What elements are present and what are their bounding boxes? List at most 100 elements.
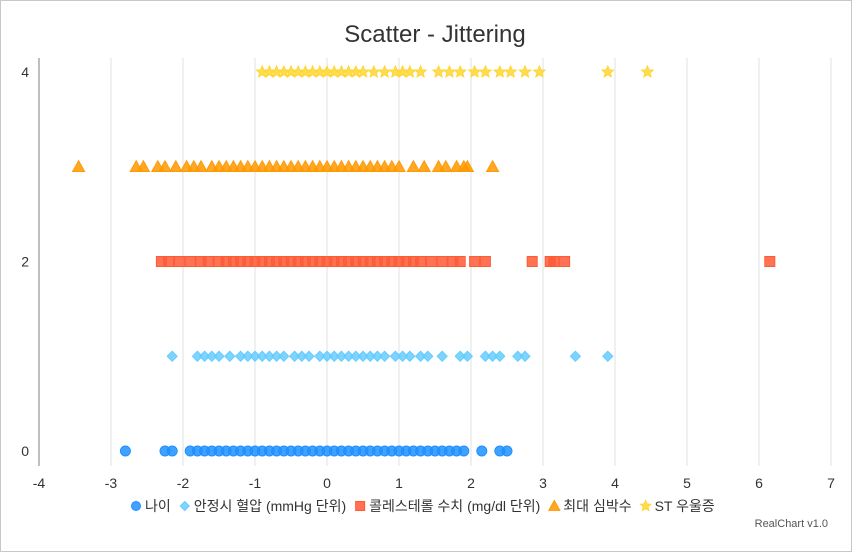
legend-label[interactable]: 안정시 혈압 (mmHg 단위) [194,498,346,514]
data-point [640,64,655,78]
legend-item[interactable]: 콜레스테롤 수치 (mg/dl 단위) [355,498,541,514]
data-point [119,445,131,457]
y-tick-label: 0 [21,443,29,459]
legend[interactable]: 나이 안정시 혈압 (mmHg 단위) 콜레스테롤 수치 (mg/dl 단위) 최대 … [131,498,715,514]
data-point [213,350,225,362]
data-point [436,350,448,362]
data-point [479,256,491,267]
legend-item[interactable]: 나이 [131,498,171,514]
data-point [406,159,421,173]
series-star [255,64,655,78]
data-point [453,64,468,78]
data-point [158,159,172,173]
legend-label[interactable]: 콜레스테롤 수치 (mg/dl 단위) [369,498,540,514]
legend-marker-icon [131,501,141,511]
data-point [392,159,406,173]
data-point [764,256,776,267]
data-point [559,256,571,267]
y-tick-label: 2 [21,254,29,270]
legend-label[interactable]: 최대 심박수 [563,498,631,514]
credit-text: RealChart v1.0 [755,518,828,530]
x-tick-label: 1 [395,475,403,491]
x-tick-label: 3 [539,475,547,491]
data-point [377,64,392,78]
data-point [202,256,214,267]
data-point [278,350,290,362]
data-point [378,350,391,362]
x-tick-label: 6 [755,475,763,491]
data-point [303,350,315,362]
x-tick-label: 2 [467,475,475,491]
x-tick-label: -3 [105,475,118,491]
data-point [494,350,506,362]
data-point [532,64,547,78]
data-point [458,445,470,457]
data-point [166,350,178,362]
legend-marker-icon [355,501,366,511]
data-point [519,350,531,362]
data-point [224,350,236,362]
data-point [425,256,437,267]
data-point [404,350,416,362]
data-point [422,350,434,362]
x-tick-label: 4 [611,475,619,491]
legend-marker-icon [639,499,653,512]
legend-label[interactable]: ST 우울증 [655,498,715,514]
data-point [436,256,448,267]
data-point [503,64,518,78]
data-point [431,64,446,78]
data-point [454,256,466,267]
x-tick-label: 7 [827,475,835,491]
data-point [569,350,582,362]
data-point [136,159,151,173]
x-tick-label: 5 [683,475,691,491]
data-point [548,256,560,267]
data-point [492,64,507,78]
data-point [417,159,432,173]
data-point [413,64,428,78]
x-tick-label: -2 [177,475,190,491]
data-point [461,350,474,362]
data-point [460,159,475,173]
legend-marker-icon [547,499,561,511]
x-tick-label: 0 [323,475,331,491]
legend-label[interactable]: 나이 [145,498,171,514]
data-point [366,64,381,78]
data-point [163,256,175,267]
x-tick-label: -4 [33,475,46,491]
data-marks [71,64,776,457]
x-tick-label: -1 [249,475,262,491]
data-point [476,445,488,457]
data-point [173,256,185,267]
data-point [194,159,208,173]
data-point [600,64,615,78]
data-point [501,445,513,457]
series-triangle [71,159,500,173]
legend-item[interactable]: 안정시 혈압 (mmHg 단위) [179,498,346,514]
data-point [602,350,614,362]
y-tick-label: 4 [21,64,29,80]
series-diamond [166,350,614,362]
axes: -4 -3 -2 -1 0 1 2 3 4 5 6 7 0 2 4 [21,58,835,491]
data-point [166,445,178,457]
data-point [438,159,453,173]
legend-marker-icon [179,500,190,512]
data-point [485,159,500,173]
grid-lines [110,58,832,466]
chart-title: Scatter - Jittering [344,21,525,48]
series-square [155,256,776,267]
legend-item[interactable]: 최대 심박수 [547,498,632,514]
series-circle [119,445,513,457]
data-point [478,64,493,78]
data-point [526,256,538,267]
legend-item[interactable]: ST 우울증 [639,498,715,514]
data-point [168,159,183,173]
data-point [71,159,86,173]
data-point [415,256,427,267]
data-point [469,256,481,267]
data-point [518,64,532,78]
data-point [442,64,457,78]
data-point [184,256,196,267]
